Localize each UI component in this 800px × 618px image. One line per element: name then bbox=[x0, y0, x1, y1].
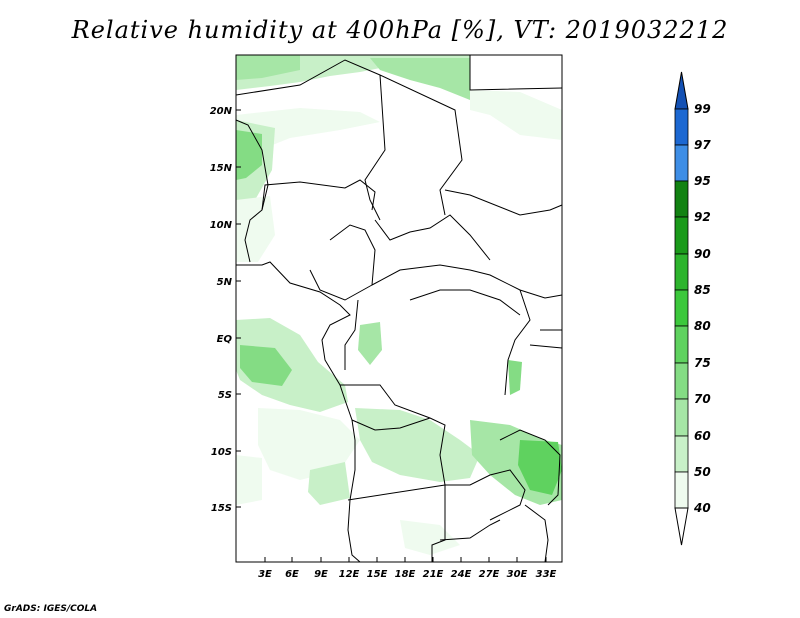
colorbar-label: 60 bbox=[694, 429, 711, 443]
lon-label: 9E bbox=[314, 569, 328, 580]
colorbar-segment bbox=[674, 216, 689, 255]
colorbar-segment bbox=[674, 108, 689, 146]
colorbar-label: 95 bbox=[694, 174, 711, 188]
colorbar-segment bbox=[674, 144, 689, 182]
colorbar-label: 50 bbox=[694, 465, 711, 479]
colorbar-label: 70 bbox=[694, 392, 711, 406]
lat-label: 20N bbox=[210, 106, 233, 117]
lat-label: EQ bbox=[217, 334, 233, 345]
colorbar-label: 92 bbox=[694, 210, 711, 224]
colorbar-label: 99 bbox=[694, 102, 711, 116]
country-borders bbox=[235, 55, 563, 563]
colorbar-segment bbox=[674, 180, 689, 218]
colorbar-label: 85 bbox=[694, 283, 711, 297]
humidity-shading bbox=[236, 55, 562, 555]
lat-label: 10S bbox=[211, 447, 232, 458]
colorbar-segment bbox=[674, 325, 689, 364]
colorbar-bottom-arrow bbox=[674, 507, 689, 546]
colorbar-top-arrow bbox=[674, 71, 689, 110]
lat-label: 10N bbox=[210, 220, 233, 231]
colorbar-segment bbox=[674, 289, 689, 327]
latitude-axis: 20N 15N 10N 5N EQ 5S 10S 15S bbox=[210, 106, 241, 514]
colorbar-segment bbox=[674, 253, 689, 291]
lon-label: 6E bbox=[285, 569, 299, 580]
lon-label: 24E bbox=[451, 569, 472, 580]
colorbar-segment bbox=[674, 471, 689, 509]
lat-label: 15S bbox=[211, 503, 232, 514]
colorbar-label: 90 bbox=[694, 247, 711, 261]
colorbar-label: 97 bbox=[694, 138, 711, 152]
map-frame bbox=[235, 54, 563, 563]
longitude-axis: 3E 6E 9E 12E 15E 18E 21E 24E 27E 30E 33E bbox=[258, 557, 557, 580]
colorbar-label: 75 bbox=[694, 356, 711, 370]
lon-label: 27E bbox=[479, 569, 500, 580]
lon-label: 12E bbox=[339, 569, 360, 580]
lat-label: 15N bbox=[210, 163, 233, 174]
colorbar-segment bbox=[674, 362, 689, 400]
colorbar: 99 97 95 92 90 85 80 75 70 60 50 40 bbox=[674, 71, 711, 546]
lon-label: 15E bbox=[367, 569, 388, 580]
lat-label: 5S bbox=[218, 390, 232, 401]
lon-label: 21E bbox=[423, 569, 444, 580]
lat-label: 5N bbox=[217, 277, 233, 288]
lon-label: 30E bbox=[507, 569, 528, 580]
credit-text: GrADS: IGES/COLA bbox=[4, 604, 98, 614]
lon-label: 3E bbox=[258, 569, 272, 580]
colorbar-label: 80 bbox=[694, 319, 711, 333]
colorbar-segment bbox=[674, 435, 689, 473]
colorbar-segment bbox=[674, 398, 689, 437]
map-title: Relative humidity at 400hPa [%], VT: 201… bbox=[71, 16, 729, 44]
colorbar-label: 40 bbox=[693, 501, 711, 515]
lon-label: 18E bbox=[395, 569, 416, 580]
lon-label: 33E bbox=[536, 569, 557, 580]
